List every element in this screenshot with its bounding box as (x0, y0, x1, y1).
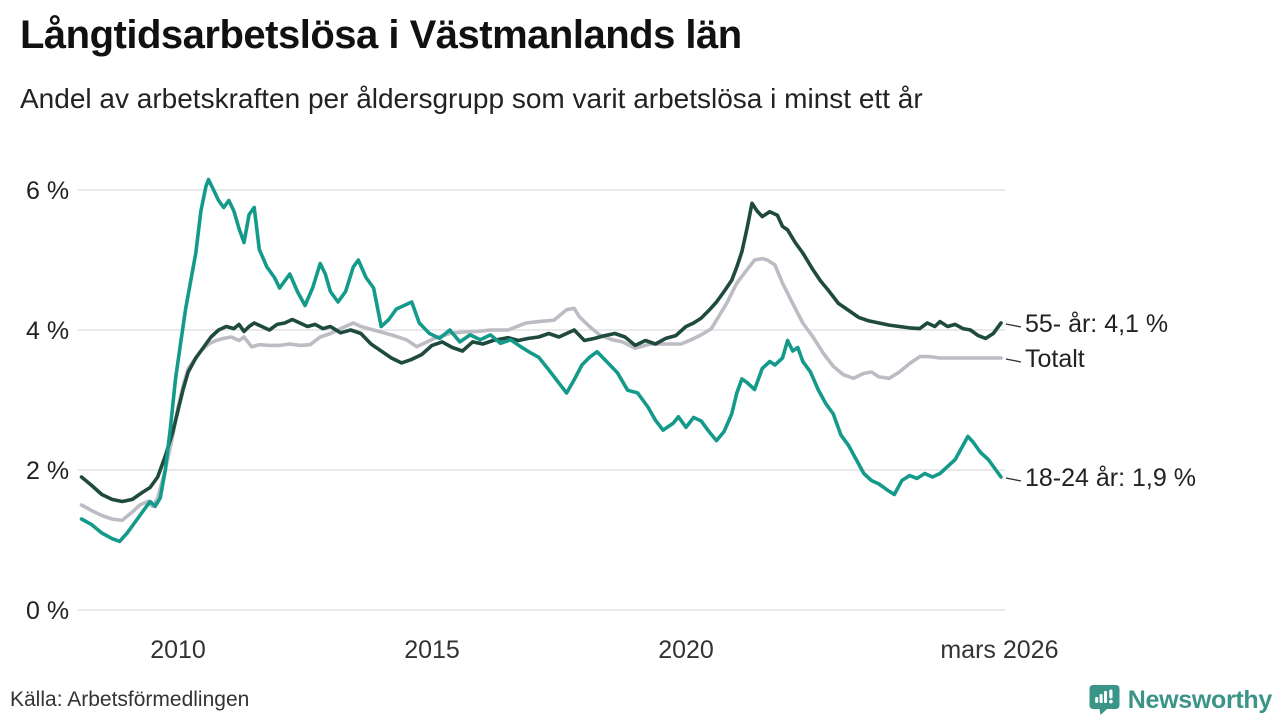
y-tick-label: 4 % (26, 317, 69, 345)
series-lines (79, 177, 1003, 544)
x-tick-label: 2015 (404, 636, 460, 664)
series-end-labels: Totalt 55- år: 4,1 % 18-24 år: 1,9 % (1005, 310, 1196, 492)
x-tick-label: mars 2026 (940, 636, 1058, 664)
chart-header: Långtidsarbetslösa i Västmanlands län An… (20, 0, 1260, 116)
newsworthy-brand: Newsworthy (1089, 684, 1272, 716)
series-line-18-24r (79, 177, 1003, 544)
chart-subtitle: Andel av arbetskraften per åldersgrupp s… (20, 83, 923, 114)
y-tick-label: 2 % (26, 457, 69, 485)
y-tick-label: 0 % (26, 597, 69, 625)
label-connector (1005, 477, 1022, 482)
series-line-Totalt (79, 256, 1003, 523)
x-tick-label: 2020 (658, 636, 714, 664)
y-axis-labels: 0 % 2 % 4 % 6 % (26, 177, 69, 625)
newsworthy-brand-name: Newsworthy (1127, 685, 1273, 714)
newsworthy-logo-icon (1089, 685, 1120, 715)
label-connector (1005, 323, 1022, 328)
label-connector (1005, 358, 1022, 363)
series-end-label-2: 18-24 år: 1,9 % (1025, 464, 1196, 492)
series-end-label-0: Totalt (1025, 345, 1085, 373)
page-title: Långtidsarbetslösa i Västmanlands län (20, 13, 742, 57)
x-tick-label: 2010 (150, 636, 206, 664)
series-line-55-r (79, 201, 1003, 504)
source-note: Källa: Arbetsförmedlingen (10, 688, 250, 711)
y-tick-label: 6 % (26, 177, 69, 205)
series-end-label-1: 55- år: 4,1 % (1025, 310, 1168, 338)
x-axis-labels: 2010 2015 2020 mars 2026 (150, 636, 1058, 664)
gridlines (78, 189, 1005, 611)
